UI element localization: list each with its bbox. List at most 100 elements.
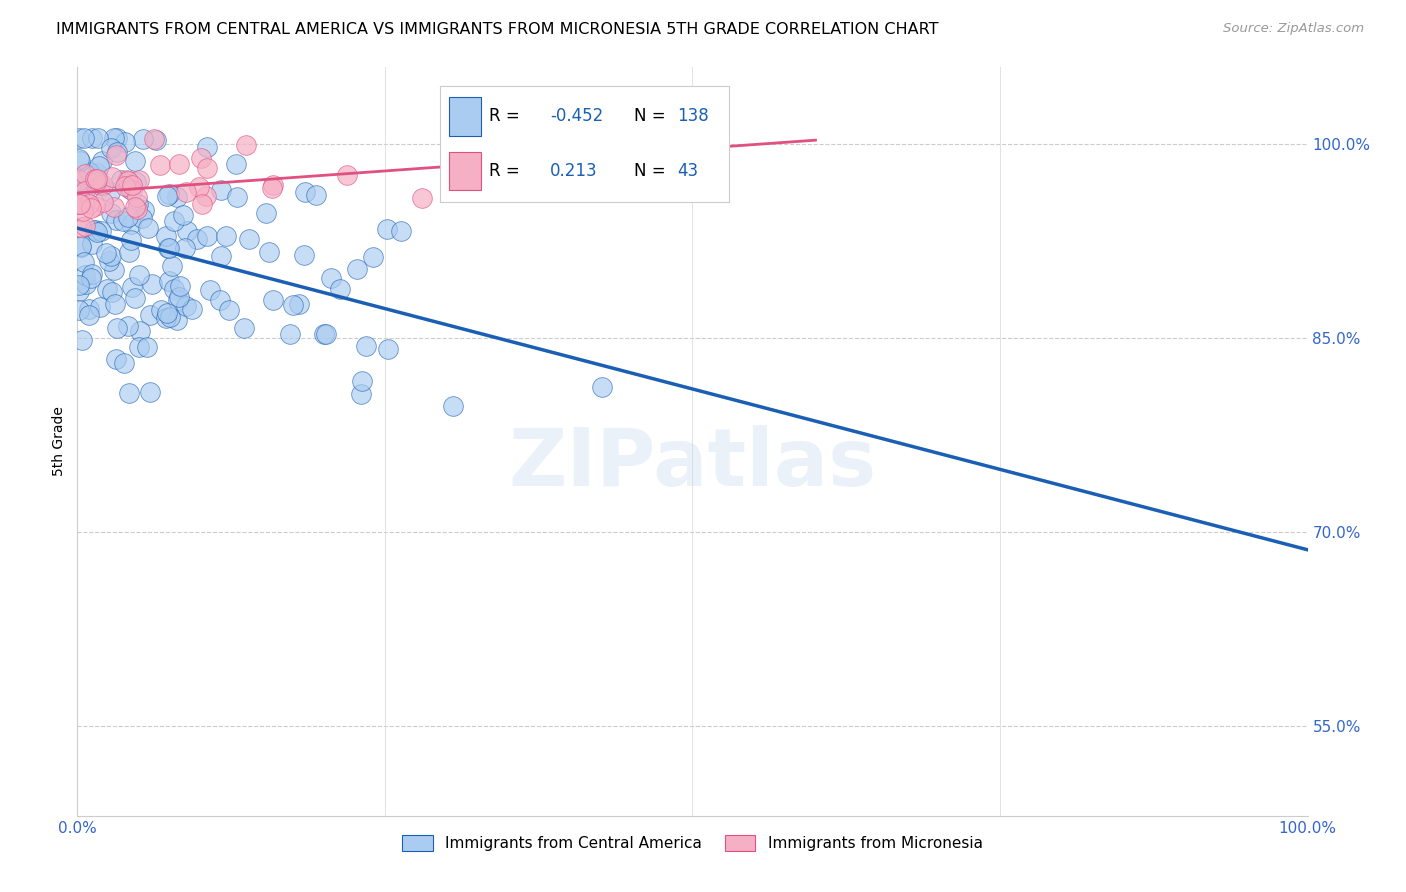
Point [100, 141, 122, 155]
Point [129, 324, 152, 338]
Point [83, 223, 105, 237]
Point [77, 197, 100, 211]
Point [167, 290, 190, 304]
Point [93, 178, 115, 192]
Point [305, 187, 328, 202]
Point [105, 213, 128, 227]
Point [157, 186, 180, 201]
Point [215, 228, 238, 243]
Point [329, 282, 352, 296]
Point [112, 356, 135, 370]
Point [69, 154, 91, 169]
Point [169, 279, 191, 293]
Point [176, 299, 198, 313]
Point [132, 132, 155, 146]
Point [73, 168, 96, 182]
Point [157, 274, 180, 288]
Point [80, 202, 103, 216]
Point [128, 268, 150, 283]
Point [128, 339, 150, 353]
Point [294, 185, 316, 199]
Point [124, 200, 146, 214]
Point [155, 229, 177, 244]
Point [80, 268, 103, 282]
Point [254, 205, 277, 219]
Point [117, 318, 139, 333]
Text: ZIPatlas: ZIPatlas [509, 425, 876, 503]
Point [73, 219, 96, 233]
Point [72, 184, 94, 198]
Point [262, 181, 284, 195]
Point [139, 308, 162, 322]
Point [105, 148, 128, 162]
Point [117, 210, 139, 224]
Point [67, 131, 90, 145]
Point [125, 175, 148, 189]
Point [198, 284, 221, 298]
Point [167, 156, 190, 170]
Point [70, 220, 93, 235]
Point [195, 189, 218, 203]
Point [350, 374, 373, 388]
Point [73, 254, 96, 268]
Point [73, 131, 96, 145]
Point [226, 190, 249, 204]
Point [121, 178, 143, 193]
Point [87, 159, 110, 173]
Point [121, 183, 143, 197]
Point [139, 384, 162, 399]
Point [157, 241, 180, 255]
Point [172, 208, 194, 222]
Point [225, 157, 247, 171]
Point [69, 196, 91, 211]
Point [218, 302, 240, 317]
Point [67, 278, 90, 293]
Point [375, 222, 398, 236]
Point [77, 164, 100, 178]
Point [346, 262, 368, 277]
Point [209, 183, 232, 197]
Point [105, 320, 128, 334]
Point [238, 232, 260, 246]
Point [73, 268, 96, 283]
Point [235, 138, 257, 153]
Point [389, 224, 412, 238]
Point [117, 177, 139, 191]
Point [195, 229, 218, 244]
Point [104, 297, 127, 311]
Point [149, 302, 172, 317]
Point [83, 223, 105, 237]
Point [101, 169, 124, 184]
Point [280, 326, 302, 341]
Point [186, 232, 208, 246]
Legend: Immigrants from Central America, Immigrants from Micronesia: Immigrants from Central America, Immigra… [396, 829, 988, 857]
Point [166, 189, 188, 203]
Point [262, 178, 284, 193]
Point [75, 277, 97, 291]
Point [86, 166, 108, 180]
Point [114, 136, 136, 150]
Point [72, 203, 94, 218]
Point [110, 173, 132, 187]
Point [77, 308, 100, 322]
Point [94, 245, 117, 260]
Point [288, 296, 311, 310]
Point [80, 131, 103, 145]
Point [90, 224, 112, 238]
Point [181, 302, 204, 317]
Point [167, 293, 190, 307]
Point [208, 293, 231, 307]
Point [112, 213, 135, 227]
Point [127, 197, 149, 211]
Point [354, 339, 377, 353]
Point [86, 225, 108, 239]
Point [98, 253, 121, 268]
Point [195, 139, 218, 153]
Point [135, 340, 157, 354]
Point [441, 399, 464, 413]
Point [131, 211, 153, 226]
Point [120, 233, 142, 247]
Point [103, 131, 125, 145]
Point [67, 197, 90, 211]
Point [209, 249, 232, 263]
